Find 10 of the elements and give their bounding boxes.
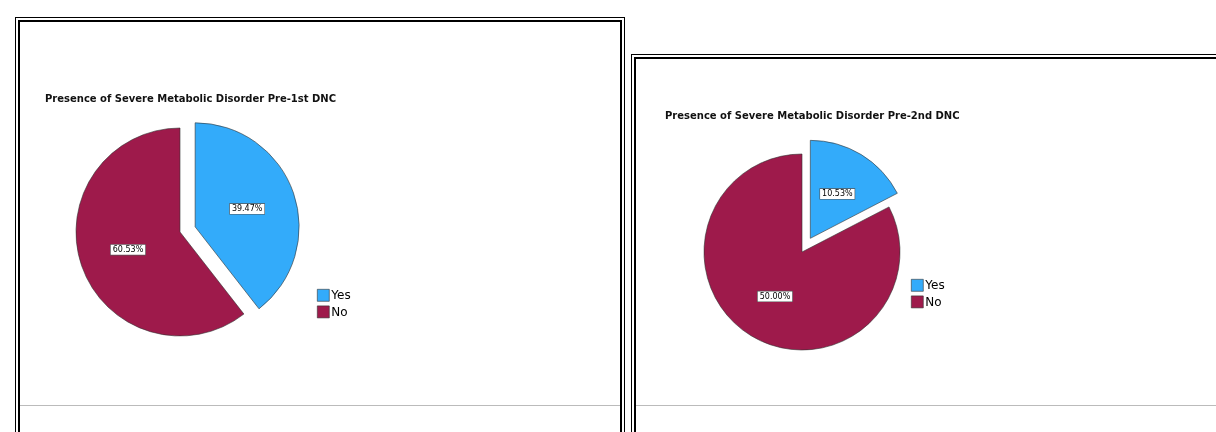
chart-title: Presence of Severe Metabolic Disorder Pre-2nd DNC <box>665 109 960 121</box>
data-label: 39.47% <box>231 204 263 214</box>
data-label: 50.00% <box>759 291 791 301</box>
legend-label: No <box>331 304 348 319</box>
legend-label: Yes <box>330 288 351 303</box>
legend-label: No <box>925 294 942 309</box>
data-label: 10.53% <box>822 189 853 199</box>
chart-title: Presence of Severe Metabolic Disorder Pre-1st DNC <box>45 92 337 104</box>
legend-label: Yes <box>924 278 945 293</box>
data-label: 60.53% <box>112 245 144 255</box>
